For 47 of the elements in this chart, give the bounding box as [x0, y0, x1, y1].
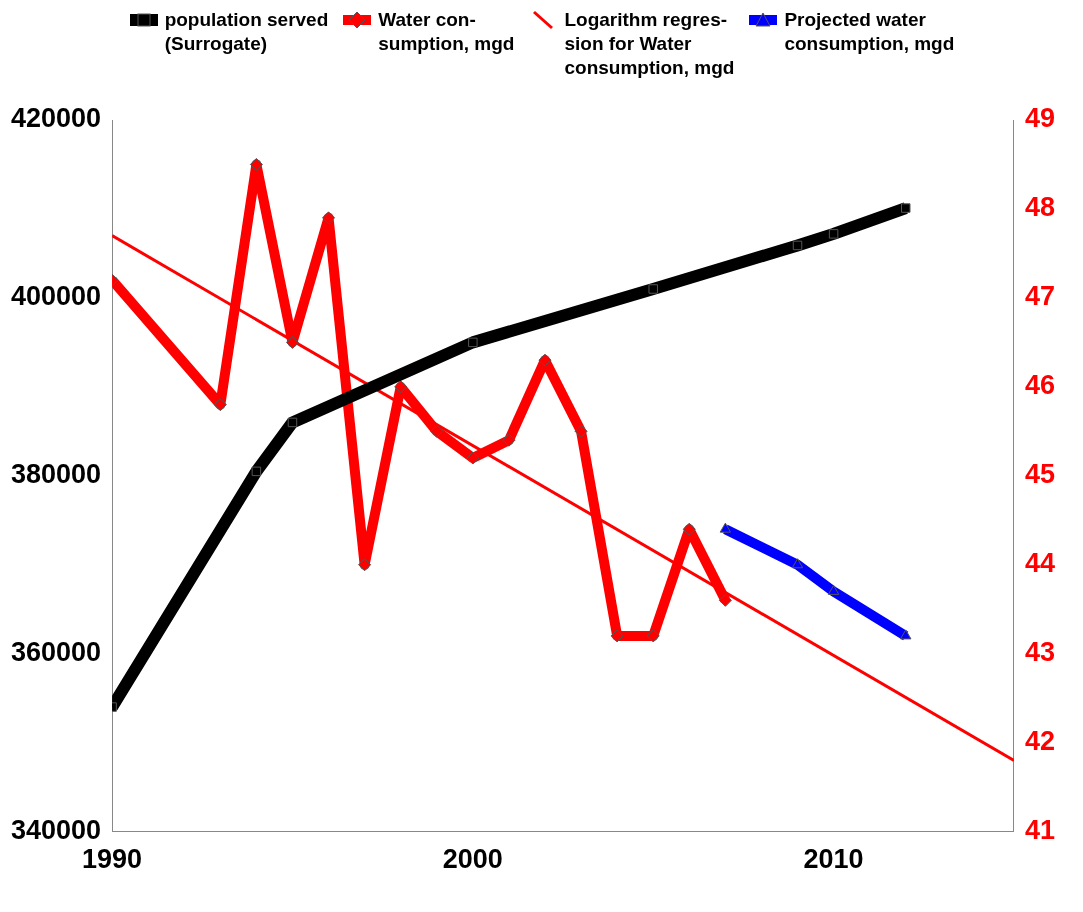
point: [322, 211, 336, 225]
y2-tick-label: 46: [1024, 370, 1056, 401]
y2-tick-label: 41: [1024, 815, 1056, 846]
y2-tick-label: 47: [1024, 281, 1056, 312]
y2-tick-label: 43: [1024, 637, 1056, 668]
point: [358, 558, 372, 572]
point: [213, 398, 227, 412]
y-tick-label: 420000: [10, 103, 102, 134]
point: [791, 558, 804, 569]
point: [394, 380, 408, 394]
y-tick-label: 400000: [10, 281, 102, 312]
point: [287, 417, 298, 428]
point: [900, 629, 912, 640]
y2-tick-label: 42: [1024, 726, 1056, 757]
y2-tick-label: 48: [1024, 192, 1056, 223]
point: [574, 424, 588, 438]
point: [646, 629, 660, 643]
y2-tick-label: 49: [1024, 103, 1056, 134]
y-tick-label: 340000: [10, 815, 102, 846]
point: [251, 466, 262, 477]
point: [468, 337, 478, 348]
legend-label: population served (Surrogate): [164, 8, 329, 56]
legend-label: Logarithm regres- sion for Water consumption, mgd: [564, 8, 735, 80]
point: [901, 203, 911, 213]
point: [430, 424, 444, 438]
x-tick-label: 2000: [442, 844, 503, 875]
y-tick-label: 360000: [10, 637, 102, 668]
x-tick-label: 1990: [82, 844, 143, 875]
point: [792, 240, 803, 251]
y-tick-label: 380000: [10, 459, 102, 490]
point: [828, 229, 839, 239]
point: [502, 433, 516, 447]
point: [718, 593, 732, 607]
y2-tick-label: 45: [1024, 459, 1056, 490]
point: [538, 353, 552, 367]
point: [610, 629, 624, 643]
point: [249, 157, 263, 171]
point: [466, 451, 480, 465]
legend-label: Projected water consumption, mgd: [784, 8, 955, 56]
point: [719, 522, 732, 533]
point: [827, 584, 840, 595]
point: [682, 522, 696, 536]
point: [285, 335, 299, 349]
legend-label: Water con- sumption, mgd: [378, 8, 515, 56]
x-tick-label: 2010: [803, 844, 864, 875]
y2-tick-label: 44: [1024, 548, 1056, 579]
point: [648, 284, 658, 294]
